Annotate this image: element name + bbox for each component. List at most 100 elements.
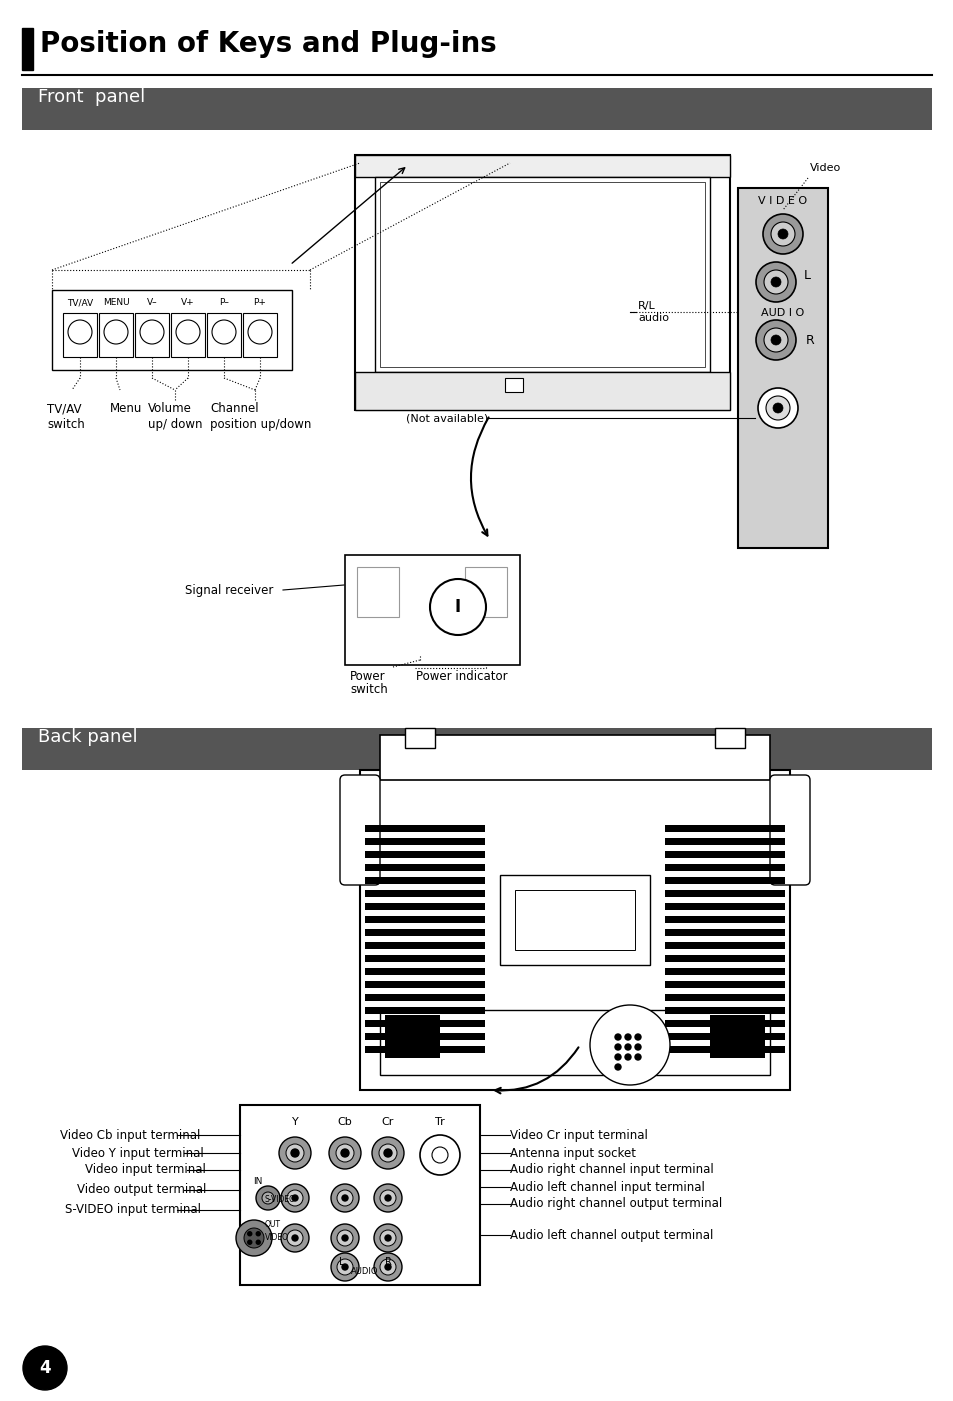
Bar xyxy=(375,177,709,373)
Bar xyxy=(664,904,784,911)
Bar xyxy=(355,156,729,410)
Text: V+: V+ xyxy=(181,298,194,307)
Circle shape xyxy=(635,1054,640,1061)
Text: 4: 4 xyxy=(39,1359,51,1377)
Bar xyxy=(359,771,789,1090)
Text: Channel: Channel xyxy=(210,402,258,415)
Circle shape xyxy=(385,1236,391,1241)
Circle shape xyxy=(755,319,795,360)
Circle shape xyxy=(385,1264,391,1269)
Text: Audio right channel output terminal: Audio right channel output terminal xyxy=(510,1198,721,1210)
Bar xyxy=(365,993,484,1000)
Bar xyxy=(365,1033,484,1040)
Bar xyxy=(385,1040,439,1047)
Circle shape xyxy=(212,319,235,345)
Text: up/ down: up/ down xyxy=(148,417,202,432)
Text: P–: P– xyxy=(219,298,229,307)
Bar xyxy=(664,955,784,962)
Text: switch: switch xyxy=(47,417,85,432)
Circle shape xyxy=(292,1195,297,1201)
Bar xyxy=(365,955,484,962)
Text: (Not available): (Not available) xyxy=(405,413,488,423)
Bar xyxy=(515,890,635,950)
Bar xyxy=(243,312,276,357)
Text: Video Y input terminal: Video Y input terminal xyxy=(71,1146,204,1160)
Text: V I D E O: V I D E O xyxy=(758,196,807,206)
Text: Menu: Menu xyxy=(110,402,142,415)
Bar xyxy=(365,941,484,948)
Text: V–: V– xyxy=(147,298,157,307)
Bar xyxy=(664,1020,784,1027)
Bar xyxy=(379,182,704,367)
Bar xyxy=(664,864,784,871)
Bar xyxy=(365,929,484,936)
Circle shape xyxy=(248,1231,252,1236)
Bar xyxy=(52,290,292,370)
Text: S-VIDEO: S-VIDEO xyxy=(265,1195,295,1203)
Text: MENU: MENU xyxy=(103,298,130,307)
Circle shape xyxy=(256,1240,260,1244)
Bar xyxy=(709,1027,764,1034)
Circle shape xyxy=(281,1184,309,1212)
Circle shape xyxy=(292,1236,297,1241)
Circle shape xyxy=(770,221,794,247)
Circle shape xyxy=(336,1230,353,1245)
Text: audio: audio xyxy=(638,312,668,324)
Circle shape xyxy=(287,1230,303,1245)
Bar xyxy=(379,736,769,780)
Circle shape xyxy=(286,1145,304,1161)
Text: Cr: Cr xyxy=(381,1117,394,1126)
Circle shape xyxy=(336,1259,353,1275)
Circle shape xyxy=(235,1220,272,1257)
Bar xyxy=(240,1105,479,1285)
Bar xyxy=(664,916,784,923)
Bar xyxy=(385,1051,439,1058)
Circle shape xyxy=(262,1192,274,1203)
Bar xyxy=(664,968,784,975)
Circle shape xyxy=(175,319,200,345)
Circle shape xyxy=(335,1145,354,1161)
Bar xyxy=(664,1047,784,1054)
Bar xyxy=(355,156,729,177)
Bar xyxy=(379,1010,769,1075)
Circle shape xyxy=(763,328,787,352)
Bar xyxy=(664,825,784,832)
Circle shape xyxy=(244,1229,264,1248)
Text: Antenna input socket: Antenna input socket xyxy=(510,1146,636,1160)
Text: OUT: OUT xyxy=(265,1220,281,1229)
Text: position up/down: position up/down xyxy=(210,417,311,432)
Text: TV/AV: TV/AV xyxy=(47,402,81,415)
Circle shape xyxy=(341,1264,348,1269)
Text: Tr: Tr xyxy=(435,1117,444,1126)
Text: TV/AV: TV/AV xyxy=(67,298,93,307)
Circle shape xyxy=(248,319,272,345)
Bar xyxy=(664,993,784,1000)
Bar xyxy=(664,877,784,884)
Text: L: L xyxy=(803,269,810,282)
Bar xyxy=(22,28,33,70)
Text: AUD I O: AUD I O xyxy=(760,308,803,318)
Circle shape xyxy=(615,1034,620,1040)
Text: switch: switch xyxy=(350,684,387,696)
Circle shape xyxy=(758,388,797,427)
Bar xyxy=(365,890,484,897)
Text: Video input terminal: Video input terminal xyxy=(85,1163,206,1177)
Circle shape xyxy=(763,270,787,294)
Text: Power indicator: Power indicator xyxy=(416,670,507,684)
Text: Video: Video xyxy=(809,163,841,172)
Circle shape xyxy=(331,1224,358,1252)
Circle shape xyxy=(419,1135,459,1175)
Circle shape xyxy=(379,1230,395,1245)
Bar xyxy=(664,981,784,988)
Bar xyxy=(365,1047,484,1054)
Bar xyxy=(664,941,784,948)
Bar xyxy=(464,567,506,616)
Text: I: I xyxy=(455,598,460,616)
Circle shape xyxy=(635,1034,640,1040)
Bar xyxy=(365,850,484,857)
Circle shape xyxy=(248,1240,252,1244)
Text: Video output terminal: Video output terminal xyxy=(77,1184,206,1196)
Circle shape xyxy=(287,1189,303,1206)
Circle shape xyxy=(770,335,781,345)
Circle shape xyxy=(379,1259,395,1275)
